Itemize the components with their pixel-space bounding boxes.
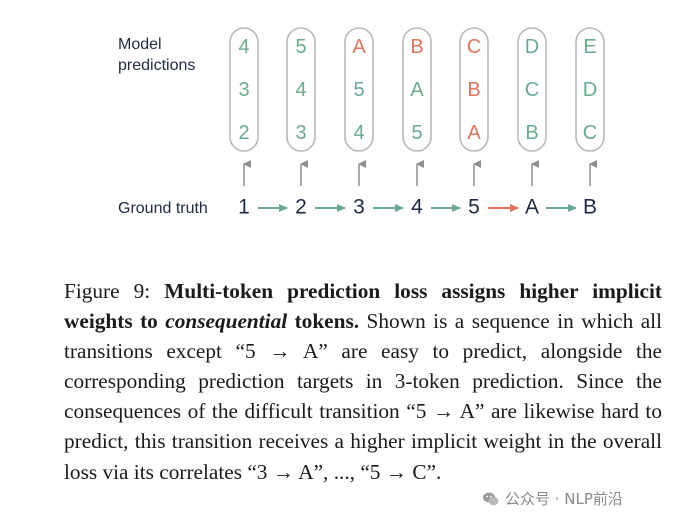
predicted-token: B	[410, 36, 423, 58]
figure-caption: Figure 9: Multi-token prediction loss as…	[64, 276, 662, 487]
watermark-text: 公众号 · NLP前沿	[505, 490, 623, 508]
prediction-column: CBA	[459, 27, 489, 152]
predicted-token: B	[525, 122, 538, 144]
predicted-token: 4	[295, 79, 306, 101]
predicted-token: D	[525, 36, 539, 58]
caption-prefix: Figure 9:	[64, 279, 165, 303]
predicted-token: D	[583, 79, 597, 101]
ground-truth-token: B	[583, 196, 597, 219]
prediction-column: 4 3 2	[229, 27, 259, 152]
column-box	[344, 27, 374, 152]
predicted-token: C	[525, 79, 539, 101]
predicted-token: C	[467, 36, 481, 58]
ground-truth-token: A	[525, 196, 539, 219]
column-box	[286, 27, 316, 152]
predicted-token: 2	[238, 122, 249, 144]
predicted-token: 4	[353, 122, 364, 144]
predicted-token: A	[352, 36, 366, 58]
wechat-icon	[483, 492, 499, 505]
predicted-token: 5	[353, 79, 364, 101]
prediction-column: DCB	[517, 27, 547, 152]
caption-body: Shown is a sequence in which all transit…	[64, 309, 662, 484]
column-box	[459, 27, 489, 152]
column-box	[402, 27, 432, 152]
predicted-token: 3	[238, 79, 249, 101]
column-box	[575, 27, 605, 152]
prediction-column: 5 4 3	[286, 27, 316, 152]
ground-truth-token: 4	[411, 196, 423, 219]
ground-truth-label: Ground truth	[118, 200, 208, 217]
caption-bold2: tokens.	[287, 309, 360, 334]
column-box	[517, 27, 547, 152]
predictions-label-line2: predictions	[118, 57, 195, 74]
column-box	[229, 27, 259, 152]
predicted-token: 3	[295, 122, 306, 144]
predicted-token: 4	[238, 36, 249, 58]
prediction-column: BA 5	[402, 27, 432, 152]
predictions-label-line1: Model	[118, 36, 162, 53]
caption-bold1: Multi-token prediction loss assigns high…	[64, 279, 662, 334]
predicted-token: B	[467, 79, 480, 101]
ground-truth-token: 1	[238, 196, 250, 219]
prediction-column: A 5 4	[344, 27, 374, 152]
watermark: 公众号 · NLP前沿	[476, 486, 629, 511]
ground-truth-token: 2	[295, 196, 307, 219]
predicted-token: 5	[411, 122, 422, 144]
up-arrows	[243, 160, 597, 186]
ground-truth-token: 3	[353, 196, 365, 219]
predicted-token: A	[467, 122, 481, 144]
ground-truth-token: 5	[468, 196, 480, 219]
predicted-token: A	[410, 79, 424, 101]
prediction-column: EDC	[575, 27, 605, 152]
predicted-token: C	[583, 122, 597, 144]
predicted-token: E	[583, 36, 596, 58]
ground-truth-sequence: 1 2 3 4 5 A B	[238, 196, 597, 219]
predicted-token: 5	[295, 36, 306, 58]
caption-bold-italic: consequential	[165, 309, 288, 334]
